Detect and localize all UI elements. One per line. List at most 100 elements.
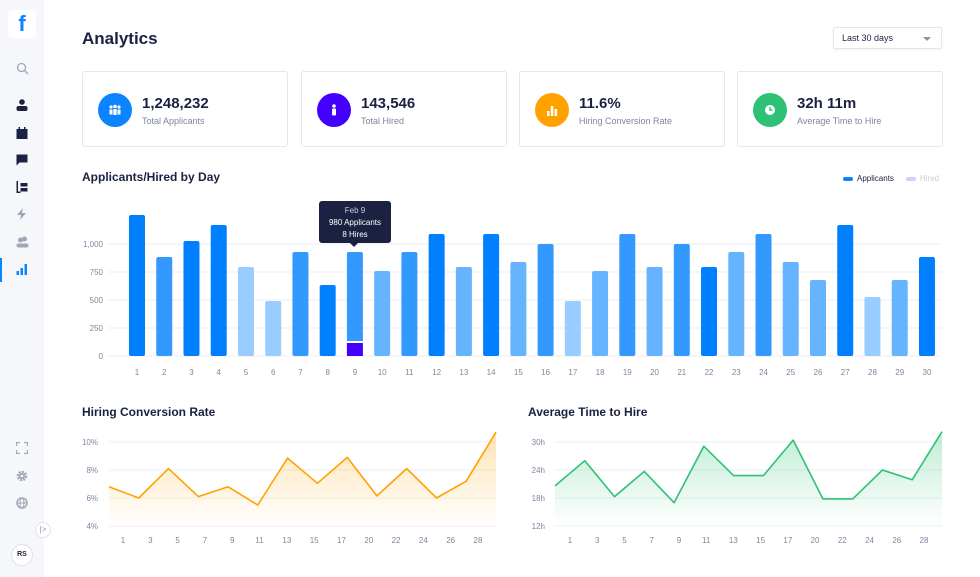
sidebar-item-pipeline[interactable]	[12, 178, 32, 196]
x-tick-label: 22	[392, 536, 401, 545]
x-tick-label: 3	[148, 536, 153, 545]
x-tick-label: 26	[446, 536, 455, 545]
collapse-sidebar-button[interactable]: |>	[35, 522, 51, 538]
x-tick-label: 9	[230, 536, 235, 545]
legend-label: Hired	[920, 174, 940, 183]
y-tick-label: 250	[90, 324, 104, 333]
x-tick-label: 11	[702, 536, 711, 545]
sidebar-item-automations[interactable]	[12, 205, 32, 223]
user-icon	[16, 99, 28, 111]
search-icon[interactable]	[12, 59, 32, 77]
series-line	[554, 431, 943, 504]
x-tick-label: 17	[337, 536, 346, 545]
x-tick-label: 28	[920, 536, 929, 545]
legend-swatch	[843, 176, 853, 181]
clock-icon	[753, 93, 787, 127]
bar-applicants	[292, 251, 309, 356]
x-tick-label: 1	[568, 536, 573, 545]
x-tick-label: 13	[729, 536, 738, 545]
bar-applicants	[864, 296, 881, 356]
chat-icon	[16, 154, 28, 166]
y-tick-label: 30h	[532, 438, 545, 447]
y-tick-label: 8%	[86, 466, 98, 475]
bar-applicants	[564, 301, 581, 356]
bar-applicants	[265, 301, 282, 356]
area-fill	[109, 432, 496, 526]
bar-applicants	[537, 244, 554, 356]
sidebar-item-analytics[interactable]	[12, 260, 32, 278]
bar-applicants	[237, 266, 254, 356]
x-tick-label: 16	[541, 368, 550, 377]
bar-applicants	[428, 234, 445, 356]
y-tick-label: 0	[99, 352, 104, 361]
bar-applicants	[891, 279, 908, 356]
legend-hired[interactable]: Hired	[906, 174, 939, 183]
bar-applicants	[401, 251, 418, 356]
x-tick-label: 28	[868, 368, 877, 377]
bar-applicants	[592, 270, 609, 356]
x-tick-label: 12	[432, 368, 441, 377]
y-tick-label: 10%	[82, 438, 98, 447]
x-tick-label: 3	[595, 536, 600, 545]
x-tick-label: 29	[895, 368, 904, 377]
x-tick-label: 15	[756, 536, 765, 545]
x-tick-label: 11	[405, 368, 414, 377]
bar-applicants	[837, 224, 854, 356]
fullscreen-icon[interactable]	[12, 439, 32, 457]
y-tick-label: 24h	[532, 466, 545, 475]
date-range-value: Last 30 days	[842, 33, 894, 43]
calendar-icon	[16, 127, 28, 139]
app-logo[interactable]: f	[8, 10, 36, 38]
sidebar-item-messages[interactable]	[12, 151, 32, 169]
x-tick-label: 5	[175, 536, 180, 545]
sidebar-item-team[interactable]	[12, 233, 32, 251]
bar-applicants	[483, 234, 500, 356]
x-tick-label: 13	[282, 536, 291, 545]
globe-icon[interactable]	[12, 494, 32, 512]
stat-card: 1,248,232 Total Applicants	[82, 71, 288, 147]
stat-label: Average Time to Hire	[797, 116, 882, 126]
y-tick-label: 1,000	[83, 240, 104, 249]
user-avatar[interactable]: RS	[11, 544, 33, 566]
active-indicator	[0, 258, 2, 282]
bar-applicants	[156, 256, 173, 356]
chevron-down-icon	[923, 37, 931, 41]
lightning-icon	[17, 208, 26, 220]
x-tick-label: 20	[650, 368, 659, 377]
stat-value: 11.6%	[579, 95, 621, 112]
x-tick-label: 23	[732, 368, 741, 377]
x-tick-label: 2	[162, 368, 167, 377]
sidebar-item-applicants[interactable]	[12, 96, 32, 114]
person-icon	[317, 93, 351, 127]
y-tick-label: 750	[90, 268, 104, 277]
time-chart-title: Average Time to Hire	[528, 405, 648, 419]
stat-card: 32h 11m Average Time to Hire	[737, 71, 943, 147]
sidebar-item-calendar[interactable]	[12, 124, 32, 142]
date-range-select[interactable]: Last 30 days	[833, 27, 942, 49]
x-tick-label: 14	[487, 368, 496, 377]
conversion-chart-title: Hiring Conversion Rate	[82, 405, 216, 419]
x-tick-label: 9	[677, 536, 682, 545]
legend-label: Applicants	[857, 174, 894, 183]
x-tick-label: 28	[474, 536, 483, 545]
x-tick-label: 27	[841, 368, 850, 377]
bar-chart-title: Applicants/Hired by Day	[82, 170, 221, 184]
settings-icon[interactable]	[12, 467, 32, 485]
bar-applicants	[374, 270, 391, 356]
stat-card: 11.6% Hiring Conversion Rate	[519, 71, 725, 147]
y-tick-label: 4%	[86, 522, 98, 531]
x-tick-label: 26	[892, 536, 901, 545]
bar-applicants	[510, 262, 527, 356]
bar-chart-icon	[535, 93, 569, 127]
x-tick-label: 22	[705, 368, 714, 377]
legend-applicants[interactable]: Applicants	[843, 174, 894, 183]
bar-applicants	[319, 284, 336, 356]
page-title: Analytics	[82, 29, 158, 48]
x-tick-label: 18	[596, 368, 605, 377]
x-tick-label: 19	[623, 368, 632, 377]
y-tick-label: 12h	[532, 522, 545, 531]
stat-label: Hiring Conversion Rate	[579, 116, 673, 126]
x-tick-label: 7	[203, 536, 208, 545]
stat-value: 143,546	[361, 95, 416, 112]
